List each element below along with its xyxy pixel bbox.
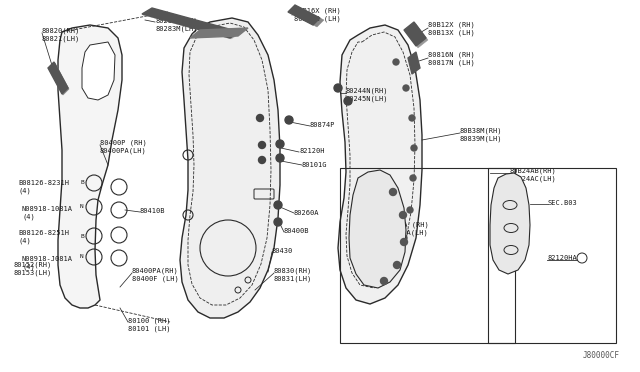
Text: B: B xyxy=(80,180,84,186)
Polygon shape xyxy=(49,63,69,95)
Text: 80101G: 80101G xyxy=(302,162,328,168)
Polygon shape xyxy=(190,28,248,38)
Text: 80152(RH)
80153(LH): 80152(RH) 80153(LH) xyxy=(14,262,52,276)
Polygon shape xyxy=(143,9,241,39)
Text: N: N xyxy=(80,205,84,209)
Text: 80B38M(RH)
80839M(LH): 80B38M(RH) 80839M(LH) xyxy=(460,128,502,142)
Polygon shape xyxy=(288,5,320,25)
Circle shape xyxy=(409,115,415,121)
Circle shape xyxy=(379,275,385,281)
Text: SEC.B03: SEC.B03 xyxy=(548,200,578,206)
Text: 82120HA: 82120HA xyxy=(548,255,578,261)
Circle shape xyxy=(257,115,264,122)
Circle shape xyxy=(394,262,401,269)
Circle shape xyxy=(276,140,284,148)
Text: N08918-1081A
(4): N08918-1081A (4) xyxy=(22,206,73,220)
Text: 80830(RH)
80831(LH): 80830(RH) 80831(LH) xyxy=(274,268,312,282)
Polygon shape xyxy=(349,170,406,288)
Text: 80B16X (RH)
80B17X (LH): 80B16X (RH) 80B17X (LH) xyxy=(294,8,340,22)
Polygon shape xyxy=(142,8,240,38)
Text: 82120H: 82120H xyxy=(299,148,324,154)
Circle shape xyxy=(399,212,406,218)
Polygon shape xyxy=(58,25,122,308)
Circle shape xyxy=(285,116,293,124)
Circle shape xyxy=(411,145,417,151)
Text: 80B12X (RH)
80B13X (LH): 80B12X (RH) 80B13X (LH) xyxy=(428,22,475,36)
Text: N: N xyxy=(80,254,84,260)
Circle shape xyxy=(390,189,397,196)
Circle shape xyxy=(393,59,399,65)
Circle shape xyxy=(276,154,284,162)
Text: 80400B: 80400B xyxy=(284,228,310,234)
Polygon shape xyxy=(48,62,68,94)
Text: J80000CF: J80000CF xyxy=(583,351,620,360)
Text: 80410B: 80410B xyxy=(140,208,166,214)
Circle shape xyxy=(407,207,413,213)
Circle shape xyxy=(259,141,266,148)
Bar xyxy=(488,168,616,343)
Text: N08918-J081A
(4): N08918-J081A (4) xyxy=(22,256,73,270)
Polygon shape xyxy=(82,42,115,100)
Text: 80430: 80430 xyxy=(272,248,293,254)
Polygon shape xyxy=(292,7,324,27)
Circle shape xyxy=(344,97,352,105)
Polygon shape xyxy=(180,18,280,318)
Text: B08126-8231H
(4): B08126-8231H (4) xyxy=(18,180,69,194)
Text: 80400PA(RH)
80400F (LH): 80400PA(RH) 80400F (LH) xyxy=(132,268,179,282)
Text: B08126-8251H
(4): B08126-8251H (4) xyxy=(18,230,69,244)
Text: B: B xyxy=(80,234,84,238)
Text: 80824A (RH)
80824AA(LH): 80824A (RH) 80824AA(LH) xyxy=(382,222,429,237)
Circle shape xyxy=(403,85,409,91)
Text: 80400P (RH)
80400PA(LH): 80400P (RH) 80400PA(LH) xyxy=(100,140,147,154)
Circle shape xyxy=(410,175,416,181)
Circle shape xyxy=(401,238,408,246)
Polygon shape xyxy=(404,22,426,46)
Text: 80820(RH)
80821(LH): 80820(RH) 80821(LH) xyxy=(42,28,80,42)
Text: 80B24AB(RH)
80824AC(LH): 80B24AB(RH) 80824AC(LH) xyxy=(510,168,557,183)
Circle shape xyxy=(401,235,407,241)
Polygon shape xyxy=(338,25,422,304)
Circle shape xyxy=(381,278,387,285)
Polygon shape xyxy=(490,173,530,274)
Text: 80260A: 80260A xyxy=(294,210,319,216)
Text: 80244N(RH)
80245N(LH): 80244N(RH) 80245N(LH) xyxy=(346,88,388,103)
Text: 80100 (RH)
80101 (LH): 80100 (RH) 80101 (LH) xyxy=(128,318,170,333)
Polygon shape xyxy=(408,52,420,74)
Text: 80874P: 80874P xyxy=(310,122,335,128)
Text: 80282M(RH)
80283M(LH): 80282M(RH) 80283M(LH) xyxy=(155,18,198,32)
Circle shape xyxy=(259,157,266,164)
Bar xyxy=(340,168,515,343)
Circle shape xyxy=(334,84,342,92)
Text: 80816N (RH)
80817N (LH): 80816N (RH) 80817N (LH) xyxy=(428,52,475,67)
Circle shape xyxy=(274,201,282,209)
Polygon shape xyxy=(406,24,428,48)
Circle shape xyxy=(274,218,282,226)
Circle shape xyxy=(392,257,398,263)
